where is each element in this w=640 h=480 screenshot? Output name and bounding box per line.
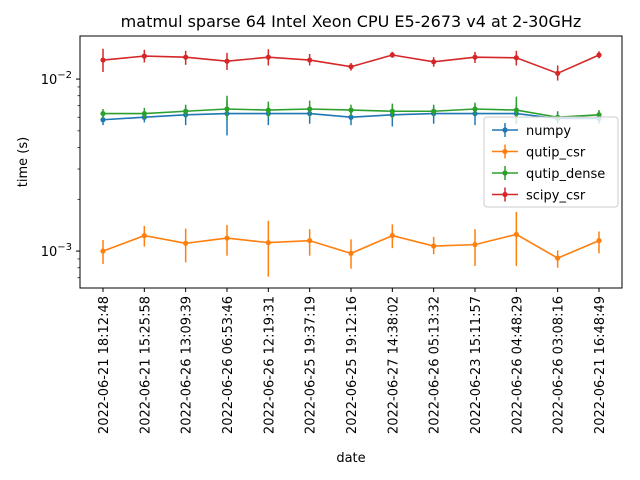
- data-point: [224, 106, 230, 112]
- data-point: [472, 54, 478, 60]
- x-tick-label: 2022-06-21 16:48:49: [593, 296, 608, 434]
- data-point: [265, 54, 271, 60]
- data-point: [224, 58, 230, 64]
- data-point: [472, 242, 478, 248]
- data-point: [513, 55, 519, 61]
- x-axis-ticks: 2022-06-21 18:12:48 2022-06-21 15:25:58 20…: [97, 288, 608, 434]
- data-point: [596, 52, 602, 58]
- data-point: [100, 110, 106, 117]
- legend-label: scipy_csr: [526, 189, 586, 204]
- data-point: [348, 64, 354, 70]
- legend-marker: [502, 170, 508, 176]
- data-point: [100, 248, 106, 254]
- x-tick-label: 2022-06-26 03:08:16: [552, 296, 567, 434]
- data-point: [348, 107, 354, 113]
- legend-marker: [502, 127, 508, 133]
- y-tick-label: 10−3: [41, 242, 72, 260]
- x-axis-label: date: [336, 451, 365, 466]
- data-point: [183, 108, 189, 114]
- data-point: [596, 238, 602, 244]
- data-point: [596, 112, 602, 118]
- x-tick-label: 2022-06-23 15:11:57: [469, 296, 484, 434]
- data-point: [431, 243, 437, 249]
- legend-item-qutip_csr: qutip_csr: [492, 144, 586, 161]
- plot-area: [79, 35, 623, 289]
- y-axis-ticks: 10−3 10−2: [41, 70, 80, 279]
- x-tick-label: 2022-06-26 13:09:39: [180, 296, 195, 434]
- data-point: [472, 106, 478, 112]
- data-point: [141, 110, 147, 117]
- data-point: [389, 108, 395, 114]
- data-point: [183, 240, 189, 246]
- data-point: [555, 255, 561, 261]
- x-tick-label: 2022-06-26 06:53:46: [221, 296, 236, 434]
- data-point: [307, 238, 313, 244]
- data-point: [224, 235, 230, 241]
- series-qutip_csr: [100, 211, 602, 277]
- x-tick-label: 2022-06-21 15:25:58: [138, 296, 153, 434]
- data-point: [141, 233, 147, 239]
- data-point: [100, 117, 106, 123]
- legend-label: qutip_csr: [526, 146, 586, 161]
- data-point: [265, 240, 271, 246]
- y-axis-label: time (s): [16, 137, 31, 187]
- data-point: [555, 70, 561, 76]
- x-tick-label: 2022-06-26 05:13:32: [428, 296, 443, 434]
- legend: numpy qutip_csr qutip_dense scipy_csr: [483, 116, 619, 208]
- legend-label: qutip_dense: [526, 167, 605, 182]
- data-point: [141, 53, 147, 59]
- legend-label: numpy: [526, 124, 571, 139]
- legend-item-scipy_csr: scipy_csr: [492, 187, 586, 204]
- data-point: [100, 57, 106, 63]
- data-point: [307, 106, 313, 112]
- legend-item-qutip_dense: qutip_dense: [492, 166, 605, 182]
- data-point: [513, 231, 519, 238]
- x-tick-label: 2022-06-25 19:37:19: [304, 296, 319, 434]
- x-tick-label: 2022-06-21 18:12:48: [97, 296, 112, 434]
- x-tick-label: 2022-06-27 14:38:02: [386, 296, 401, 434]
- legend-item-numpy: numpy: [492, 123, 571, 139]
- data-point: [513, 107, 519, 113]
- data-point: [265, 107, 271, 113]
- data-point: [431, 59, 437, 65]
- x-tick-label: 2022-06-26 04:48:29: [510, 296, 525, 434]
- legend-marker: [502, 191, 508, 198]
- x-tick-label: 2022-06-26 12:19:31: [262, 296, 277, 434]
- legend-box: [483, 116, 619, 208]
- y-tick-label: 10−2: [41, 70, 72, 88]
- data-point: [348, 250, 354, 256]
- legend-marker: [502, 148, 508, 155]
- chart-title: matmul sparse 64 Intel Xeon CPU E5-2673 …: [121, 12, 582, 31]
- data-point: [431, 108, 437, 114]
- data-point: [183, 54, 189, 60]
- data-point: [348, 114, 354, 120]
- data-point: [389, 52, 395, 58]
- x-tick-label: 2022-06-25 19:12:16: [345, 296, 360, 434]
- series-scipy_csr: [100, 48, 602, 81]
- data-point: [307, 57, 313, 63]
- data-point: [389, 233, 395, 239]
